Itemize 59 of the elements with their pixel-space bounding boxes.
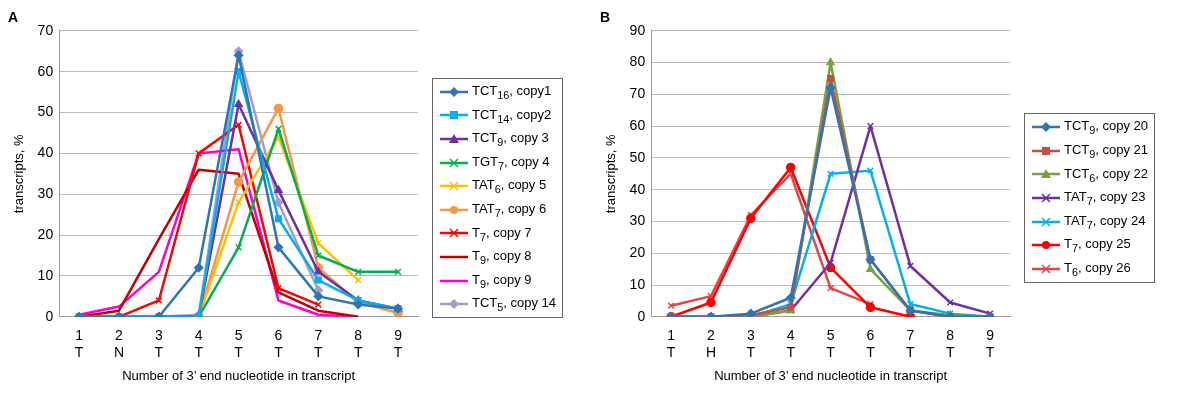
x-axis-title: Number of 3’ end nucleotide in transcript [122,367,356,383]
legend-label: TCT$_{6}$, copy 22 [1064,165,1149,184]
legend-label: T$_{6}$, copy 26 [1064,259,1131,278]
x-tick-label: 6 T [274,327,284,360]
legend-label: TCT$_{9}$, copy 20 [1064,118,1149,137]
legend-label: TAT$_{6}$, copy 5 [472,177,547,195]
y-tick-label: 10 [37,266,54,283]
legend-label: TCT$_{14}$, copy2 [472,106,552,125]
legend-label: TCT$_{9}$, copy 3 [472,130,549,148]
legend-label: TAT$_{7}$, copy 24 [1064,212,1146,231]
legend-label: TAT$_{7}$, copy 23 [1064,189,1146,207]
y-tick-label: 40 [37,144,54,161]
y-axis-title: transcripts, % [11,133,27,214]
y-tick-label: 0 [45,307,54,324]
y-tick-label: 60 [629,116,646,133]
x-tick-label: 4 T [786,327,796,360]
y-tick-label: 20 [37,225,54,242]
x-tick-label: 4 T [194,327,204,360]
x-tick-label: 5 T [826,327,836,360]
y-tick-label: 70 [629,85,646,102]
y-tick-label: 50 [37,103,54,120]
y-tick-label: 0 [637,307,646,324]
x-tick-label: 8 T [353,327,363,360]
x-tick-label: 3 T [154,327,164,360]
legend-label: T$_{7}$, copy 7 [472,224,532,243]
x-axis-title: Number of 3’ end nucleotide in transcript [714,367,948,383]
x-tick-label: 2 H [705,327,717,360]
legend-label: T$_{7}$, copy 25 [1064,236,1131,254]
legend-label: TCT$_{9}$, copy 21 [1064,142,1149,160]
x-tick-label: 1 T [74,327,84,360]
y-tick-label: 60 [37,62,54,79]
x-tick-label: 3 T [746,327,756,360]
y-tick-label: 20 [629,244,646,261]
x-tick-label: 9 T [985,327,995,360]
y-tick-label: 10 [629,275,646,292]
y-tick-label: 40 [629,180,646,197]
legend-label: TAT$_{7}$, copy 6 [472,201,547,219]
chart-title: B [600,9,611,26]
legend-label: T$_{9}$, copy 8 [472,248,532,266]
y-axis-title: transcripts, % [603,133,619,214]
x-tick-label: 9 T [393,327,403,360]
x-tick-label: 2 N [113,327,125,360]
y-tick-label: 80 [629,53,646,70]
y-tick-label: 50 [629,148,646,165]
legend-label: TCT$_{5}$, copy 14 [472,295,557,313]
x-tick-label: 6 T [866,327,876,360]
y-tick-label: 90 [629,21,646,38]
x-tick-label: 8 T [945,327,955,360]
chart-title: A [8,9,19,26]
x-tick-label: 7 T [906,327,916,360]
y-tick-label: 30 [37,185,54,202]
legend-label: TGT$_{7}$, copy 4 [472,153,550,172]
legend-label: T$_{9}$, copy 9 [472,271,532,290]
y-tick-label: 70 [37,21,54,38]
x-tick-label: 1 T [666,327,676,360]
legend-label: TCT$_{16}$, copy1 [472,83,552,101]
y-tick-label: 30 [629,212,646,229]
x-tick-label: 5 T [234,327,244,360]
x-tick-label: 7 T [314,327,324,360]
